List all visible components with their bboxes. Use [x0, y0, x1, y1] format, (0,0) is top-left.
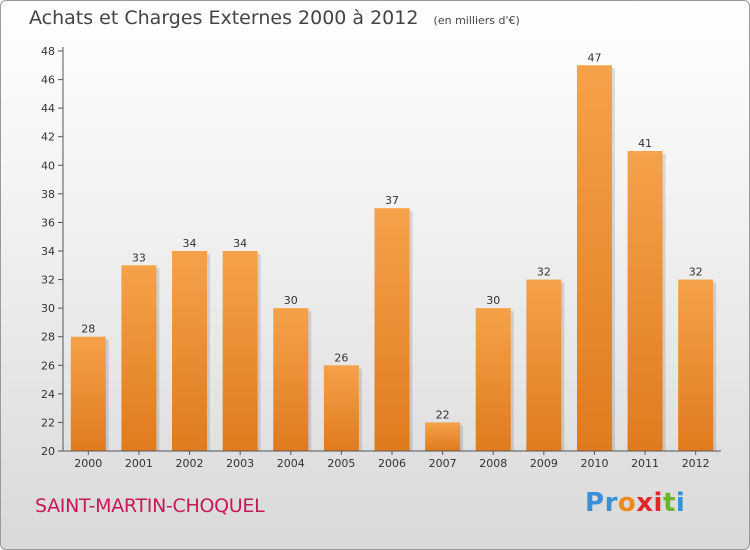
y-tick-label: 40 — [41, 159, 55, 172]
x-tick-label: 2005 — [327, 457, 355, 470]
bar-value-label: 47 — [587, 51, 601, 64]
commune-name: SAINT-MARTIN-CHOQUEL — [35, 495, 265, 517]
bar-value-label: 41 — [638, 137, 652, 150]
bar-value-label: 34 — [233, 237, 247, 250]
x-tick-label: 2011 — [631, 457, 659, 470]
y-tick-label: 48 — [41, 45, 55, 58]
bar — [475, 308, 511, 451]
bar-value-label: 30 — [486, 294, 500, 307]
bar — [323, 365, 359, 451]
y-tick-label: 24 — [41, 388, 55, 401]
bar-value-label: 32 — [689, 266, 703, 279]
logo-letter: t — [662, 488, 676, 518]
bar — [172, 251, 208, 451]
bar — [425, 422, 461, 451]
logo-letter: P — [585, 488, 605, 518]
x-axis: 2000 2001 2002 2003 2004 2005 2006 2007 2008 2009… — [63, 450, 721, 470]
x-tick-label: 2009 — [530, 457, 558, 470]
bar — [121, 265, 157, 451]
x-tick-label: 2003 — [226, 457, 254, 470]
logo-letter: r — [604, 488, 618, 518]
y-tick-label: 28 — [41, 331, 55, 344]
bar-value-label: 33 — [132, 251, 146, 264]
bar-value-label: 22 — [436, 408, 450, 421]
y-tick-label: 32 — [41, 274, 55, 287]
bar — [678, 279, 714, 451]
y-tick-label: 38 — [41, 188, 55, 201]
bar-value-label: 32 — [537, 266, 551, 279]
bar-value-label: 34 — [183, 237, 197, 250]
bar — [273, 308, 309, 451]
bar-value-label: 28 — [81, 323, 95, 336]
y-tick-label: 34 — [41, 245, 55, 258]
bar — [222, 251, 258, 451]
x-tick-label: 2001 — [125, 457, 153, 470]
bar — [627, 151, 663, 451]
x-tick-label: 2002 — [176, 457, 204, 470]
y-tick-label: 46 — [41, 74, 55, 87]
x-tick-label: 2010 — [580, 457, 608, 470]
y-tick-label: 20 — [41, 445, 55, 458]
chart-subtitle: (en milliers d'€) — [433, 14, 520, 27]
y-tick-label: 30 — [41, 302, 55, 315]
logo-letter: x — [636, 488, 654, 518]
bar-chart: 20 22 24 26 28 30 32 34 36 38 40 42 44 46 48 28 33 34 34 3… — [41, 45, 721, 470]
x-tick-label: 2000 — [74, 457, 102, 470]
y-tick-label: 22 — [41, 416, 55, 429]
logo-letter: o — [617, 488, 637, 518]
bar — [526, 279, 562, 451]
logo-letter: i — [653, 488, 663, 518]
title-row: Achats et Charges Externes 2000 à 2012 (… — [29, 7, 520, 29]
chart-title: Achats et Charges Externes 2000 à 2012 — [29, 7, 419, 29]
x-tick-label: 2004 — [277, 457, 305, 470]
bar-value-label: 37 — [385, 194, 399, 207]
y-tick-label: 36 — [41, 216, 55, 229]
bar — [576, 65, 612, 452]
y-axis: 20 22 24 26 28 30 32 34 36 38 40 42 44 46 48 — [41, 45, 64, 458]
x-tick-label: 2006 — [378, 457, 406, 470]
bar — [374, 208, 410, 451]
proxiti-logo: Proxiti — [585, 488, 685, 518]
y-tick-label: 42 — [41, 131, 55, 144]
y-tick-label: 44 — [41, 102, 55, 115]
bar-value-label: 26 — [334, 351, 348, 364]
logo-letter: i — [675, 488, 686, 518]
x-tick-label: 2007 — [429, 457, 457, 470]
bars: 28 33 34 34 30 26 37 22 30 32 47 41 32 — [70, 51, 717, 452]
y-tick-label: 26 — [41, 359, 55, 372]
x-tick-label: 2008 — [479, 457, 507, 470]
bar — [70, 336, 106, 451]
bar-value-label: 30 — [284, 294, 298, 307]
x-tick-label: 2012 — [682, 457, 710, 470]
